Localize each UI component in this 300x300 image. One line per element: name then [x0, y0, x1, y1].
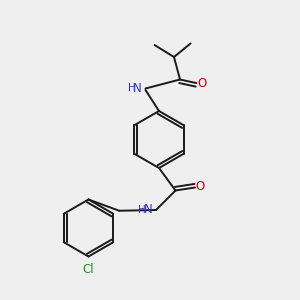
Text: N: N — [133, 82, 142, 95]
Text: H: H — [138, 205, 146, 215]
Text: H: H — [128, 83, 136, 94]
Text: O: O — [197, 76, 206, 90]
Text: O: O — [196, 180, 205, 193]
Text: N: N — [144, 203, 153, 216]
Text: Cl: Cl — [83, 263, 94, 276]
